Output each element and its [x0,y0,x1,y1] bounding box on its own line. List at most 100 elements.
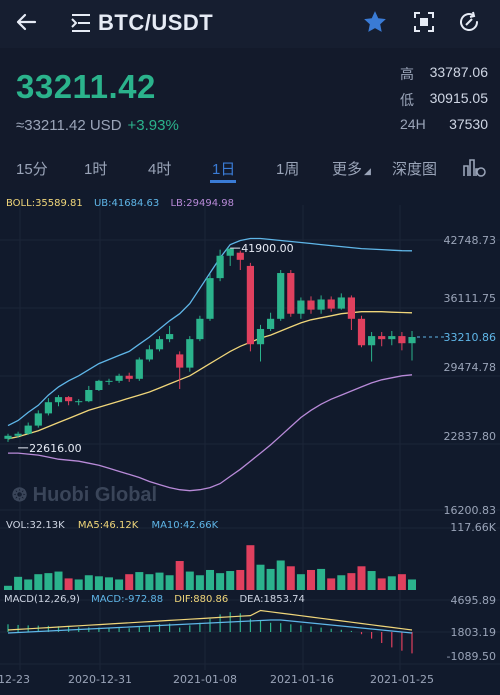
macd-bar [391,632,393,648]
tab-depth[interactable]: 深度图 [392,161,438,178]
candle-body [34,413,42,426]
volume-bar [14,576,23,590]
candle [34,410,42,428]
candle-body [4,435,12,439]
change-percent: +3.93% [127,117,179,134]
volume-bar [44,573,53,590]
ub-value: UB:41684.63 [93,198,160,209]
candle [317,295,325,314]
macd-bar [148,625,150,632]
volume-bar [24,579,33,590]
volume-bar [408,579,416,590]
active-tab-underline [210,180,236,183]
stat-value: 33787.06 [429,64,488,80]
indicator-row-volume: VOL:32.13K MA5:46.12K MA10:42.66K [6,520,218,531]
candle [307,296,315,314]
candle [368,332,376,362]
chart-settings-icon[interactable] [462,156,486,178]
back-arrow-icon[interactable] [14,10,38,34]
candle [115,373,123,383]
macd-bar [57,626,60,632]
candle [135,357,143,381]
candle-body [287,273,295,314]
candlestick-chart[interactable]: 42748.73 36111.75 29474.78 22837.80 16200.83… [0,190,500,695]
volume-bar [135,572,144,590]
interval-tabs: 15分 1时 4时 1日 1周 更多 ◢ 深度图 [0,150,500,190]
candle [388,331,396,346]
star-icon[interactable] [362,9,388,35]
candle-body [246,265,254,345]
macd-bar [98,627,100,632]
tab-4h[interactable]: 4时 [148,161,172,178]
stat-label: 高 [400,66,414,82]
price-subline: ≈33211.42 USD +3.93% [16,117,179,134]
macd-bar [88,627,90,632]
tab-1d[interactable]: 1日 [212,161,236,178]
tab-1h[interactable]: 1时 [84,161,108,178]
high-marker-label: 41900.00 [241,242,294,255]
macd-bar [7,624,9,632]
candle [246,262,254,352]
stat-label: 低 [400,92,414,108]
candle [85,385,93,403]
price-axis-label: 16200.83 [444,504,497,517]
candle [297,297,305,319]
candle-body [44,402,52,414]
volume-bar [397,574,406,590]
volume-bar [185,571,194,590]
vol-value: VOL:32.13K [6,520,65,531]
volume-bar [377,578,386,590]
volume-bar [286,566,295,590]
candle-body [196,318,204,340]
boll-lower-line [8,374,413,492]
candle-body [408,337,416,344]
boll-value: BOLL:35589.81 [6,198,83,209]
dea-line [7,619,413,634]
macd-bar [108,627,110,632]
volume-bar [337,575,346,590]
macd-bar [360,632,363,635]
macd-bar [320,627,322,632]
macd-bar [259,621,262,632]
macd-axis-label: 1803.19 [451,626,497,639]
ma10-value: MA10:42.66K [151,520,219,531]
candle-body [75,401,83,403]
tab-more[interactable]: 更多 ◢ [332,158,371,179]
candle [105,378,113,385]
volume-bar [84,575,93,590]
candle [44,398,52,416]
candle-body [267,318,275,329]
macd-value: MACD:-972.88 [91,594,164,605]
volume-bar [4,585,12,590]
volume-bar [165,575,174,590]
price-axis-label: 22837.80 [444,430,497,443]
tab-15m[interactable]: 15分 [16,161,48,178]
indicator-row-main: BOLL:35589.81 UB:41684.63 LB:29494.98 [6,198,234,209]
candle-body [317,299,325,310]
macd-params: MACD(12,26,9) [4,594,80,605]
candle-body [95,380,103,390]
candle [176,351,184,389]
candle [277,269,285,321]
scan-frame-icon[interactable] [412,10,436,34]
candle [267,312,275,332]
macd-bar [68,626,70,632]
candle-body [206,278,214,319]
macd-bar [290,624,292,632]
macd-bar [158,624,161,632]
tab-more-label: 更多 [332,161,363,178]
indicator-row-macd: MACD(12,26,9) MACD:-972.88 DIF:880.86 DE… [4,594,305,605]
macd-bar [118,628,120,632]
volume-bar [276,560,285,590]
watermark: ❂ Huobi Global [12,484,157,507]
macd-bar [47,625,49,632]
candle [287,269,295,317]
list-toggle-icon[interactable] [70,13,92,33]
candle-body [145,349,153,360]
volume-bar [317,568,326,590]
volume-bar [216,573,225,590]
tab-1w[interactable]: 1周 [276,161,300,178]
macd-bar [209,618,211,632]
rotate-icon[interactable] [457,10,481,34]
candle-body [166,334,174,340]
